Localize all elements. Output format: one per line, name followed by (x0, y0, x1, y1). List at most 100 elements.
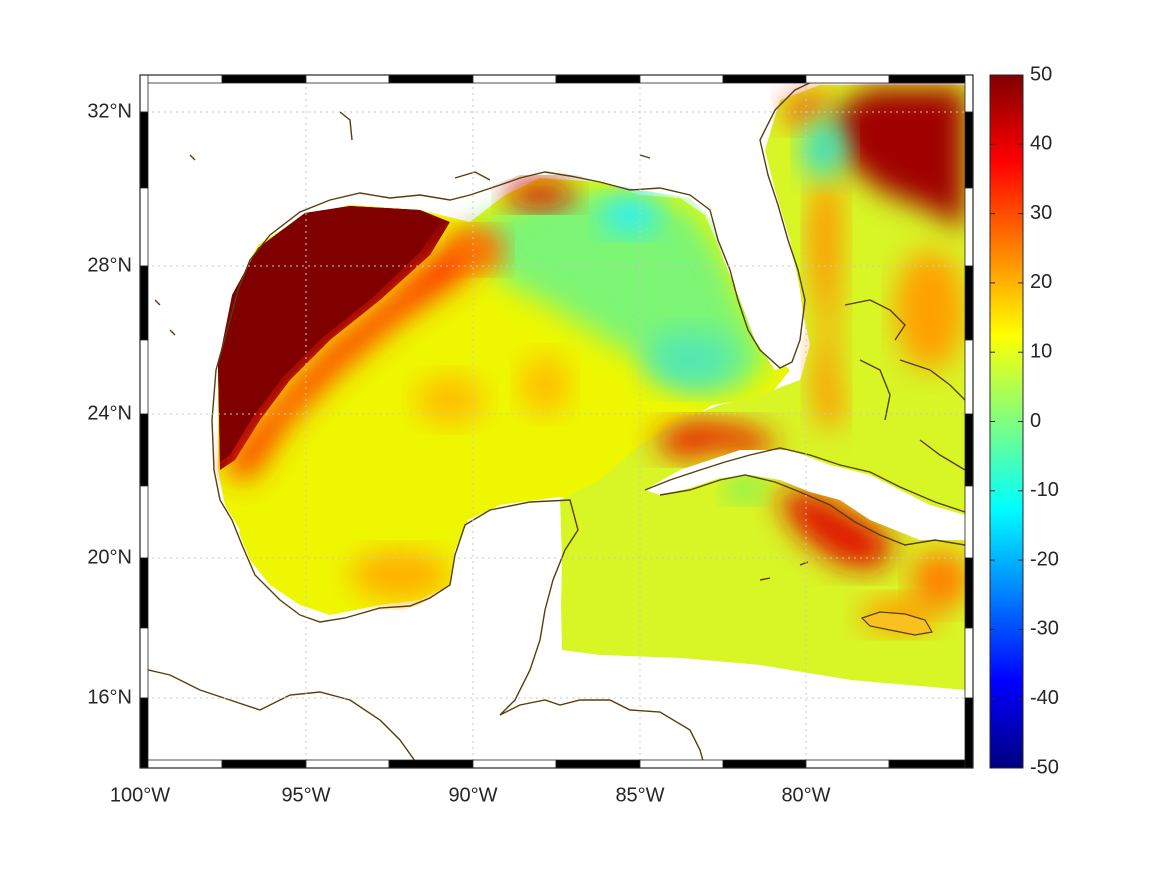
frame-segment (139, 697, 149, 769)
frame-segment (305, 759, 390, 769)
island-coasts (154, 111, 809, 581)
x-tick-label: 90°W (448, 785, 497, 807)
colorbar-label: -10 (1030, 479, 1059, 501)
frame-segment (139, 265, 149, 341)
x-tick-label: 85°W (615, 785, 664, 807)
colorbar-gradient (989, 74, 1024, 769)
frame-segment (964, 111, 974, 189)
frame-segment (964, 697, 974, 769)
frame-segment (139, 339, 149, 415)
frame-outline (139, 74, 974, 769)
bahamas-orange (895, 250, 965, 370)
frame-segment (722, 759, 807, 769)
frame-segment (305, 74, 390, 84)
frame-segment (388, 759, 474, 769)
frame-segment (555, 74, 641, 84)
frame-segment (805, 759, 890, 769)
frame-segment (139, 627, 149, 699)
y-tick-labels: 16°N 20°N 24°N 28°N 32°N (87, 100, 132, 708)
cuba-land (645, 450, 965, 540)
shelf-edge-red (222, 232, 490, 480)
colorbar-label: -20 (1030, 548, 1059, 570)
gulf-stream-edge (780, 90, 830, 130)
colorbar: 50 40 30 20 10 0 -10 -20 -30 -40 -50 (989, 63, 1059, 778)
frame-segment (964, 339, 974, 415)
frame-segment (888, 759, 974, 769)
frame-segment (964, 627, 974, 699)
florida-land (560, 75, 805, 370)
x-tick-labels: 100°W 95°W 90°W 85°W 80°W (110, 785, 831, 807)
frame-segment (964, 413, 974, 487)
colorbar-label: -40 (1030, 687, 1059, 709)
frame-segment (964, 74, 974, 113)
colorbar-label: -50 (1030, 756, 1059, 778)
coastlines (140, 77, 966, 768)
x-tick-label: 95°W (281, 785, 330, 807)
frame-segment (388, 74, 474, 84)
frame-segment (964, 187, 974, 267)
colorbar-label: 40 (1030, 133, 1052, 155)
cyan-patch (600, 195, 660, 235)
data-field (140, 75, 970, 768)
yucatan-land (380, 497, 562, 700)
caribbean-south-mask (560, 650, 965, 768)
grid-lines (140, 75, 973, 768)
yucatan-coastline (299, 499, 706, 768)
x-tick-label: 80°W (781, 785, 830, 807)
frame-segment (139, 485, 149, 559)
colorbar-label: -30 (1030, 618, 1059, 640)
florida-current (808, 170, 845, 430)
x-tick-label: 100°W (110, 785, 170, 807)
cuba-coastline (644, 447, 966, 546)
orange-patch-2 (520, 355, 570, 415)
orange-patch (415, 375, 485, 425)
mexico-land (140, 75, 570, 768)
frame-segment (139, 74, 149, 113)
colorbar-label: 0 (1030, 410, 1041, 432)
colorbar-label: 30 (1030, 202, 1052, 224)
frame-segment (139, 557, 149, 629)
frame-segment (964, 557, 974, 629)
map-frame (139, 74, 974, 769)
colorbar-label: 10 (1030, 340, 1052, 362)
y-tick-label: 24°N (87, 402, 132, 424)
frame-segment (472, 759, 557, 769)
colorbar-label: 50 (1030, 63, 1052, 85)
texas-louisiana-core (218, 206, 440, 462)
frame-segment (472, 74, 557, 84)
colorbar-ticks (990, 74, 1023, 769)
colorbar-label: 20 (1030, 271, 1052, 293)
colorbar-labels: 50 40 30 20 10 0 -10 -20 -30 -40 -50 (1030, 63, 1059, 778)
frame-segment (555, 759, 641, 769)
gulf-coastline (211, 77, 821, 616)
y-tick-label: 32°N (87, 100, 132, 122)
frame-segment (888, 74, 974, 84)
y-tick-label: 28°N (87, 254, 132, 276)
central-america-coast (140, 667, 421, 768)
frame-segment (964, 485, 974, 559)
y-tick-label: 20°N (87, 546, 132, 568)
y-tick-label: 16°N (87, 686, 132, 708)
south-of-cuba-red (775, 490, 895, 570)
frame-segment (139, 74, 223, 84)
frame-segment (139, 187, 149, 267)
gulf-stream-cyan (800, 110, 850, 180)
frame-segment (805, 74, 890, 84)
bahamas-coast (844, 299, 966, 471)
caribbean-orange (910, 550, 970, 610)
cyan-patch-2 (645, 330, 735, 390)
frame-segment (722, 74, 807, 84)
gulf-stream-north (830, 88, 965, 230)
frame-segment (639, 74, 724, 84)
louisiana-orange (455, 230, 505, 270)
mississippi-delta-patch (505, 181, 575, 209)
frame-segment (139, 759, 223, 769)
orange-patch-3 (350, 550, 450, 600)
jamaica-land (860, 611, 933, 636)
frame-segment (639, 759, 724, 769)
frame-segment (221, 759, 307, 769)
frame-segment (139, 413, 149, 487)
frame-segment (221, 74, 307, 84)
cuba-green (725, 478, 765, 502)
